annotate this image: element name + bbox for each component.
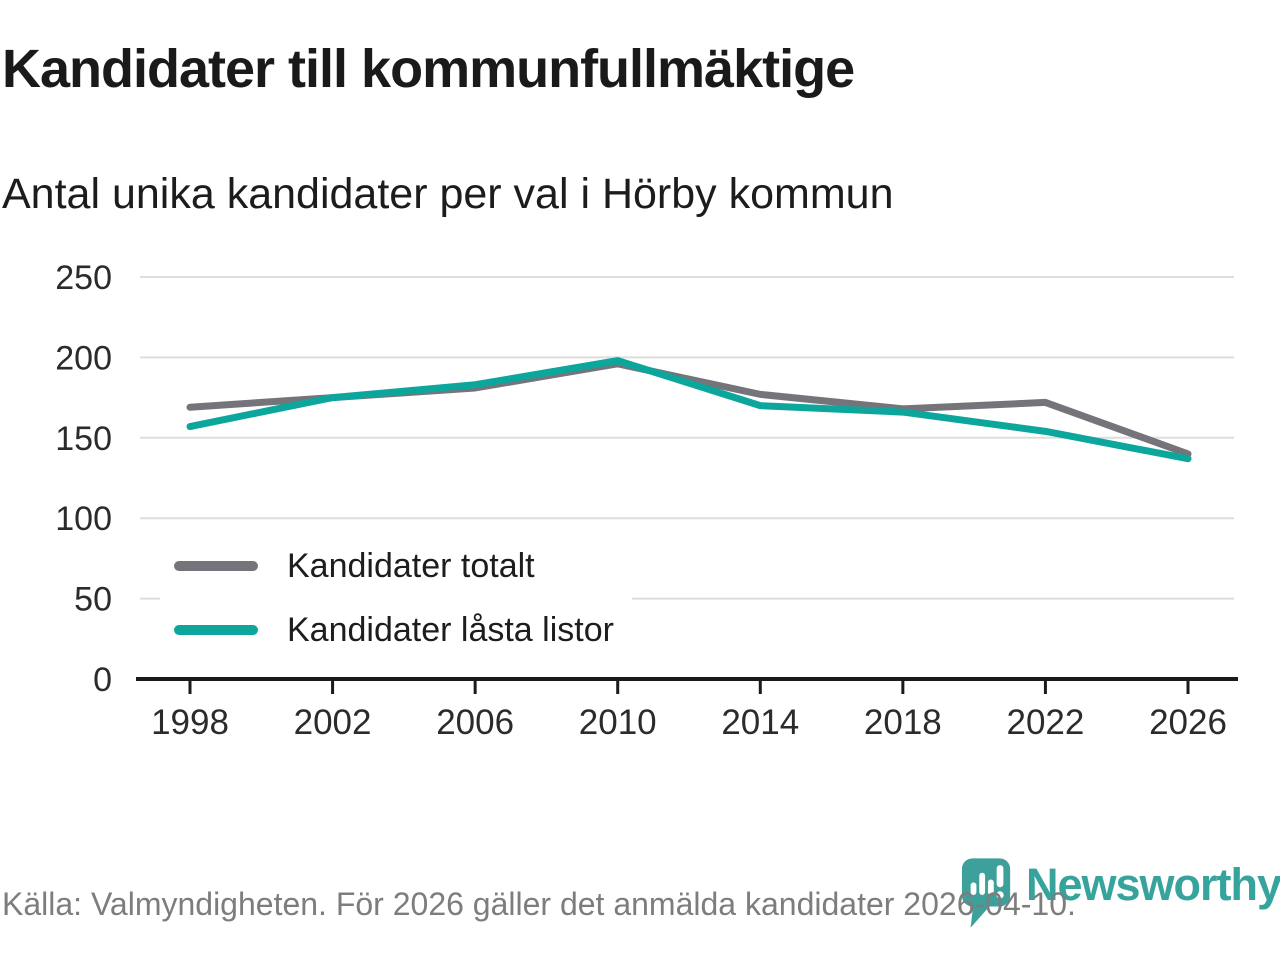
y-tick-label-200: 200 [55,339,112,377]
x-tick-label-2002: 2002 [294,703,372,742]
x-tick-label-2026: 2026 [1149,703,1227,742]
newsworthy-logo: Newsworthy [960,856,1280,932]
y-tick-label-150: 150 [55,420,112,458]
series-line-kandidater-totalt [186,360,1192,458]
source-note: Källa: Valmyndigheten. För 2026 gäller d… [2,886,1076,922]
legend-label-kandidater-lasta-listor: Kandidater låsta listor [287,610,614,649]
series-line-kandidater-lasta-listor [186,357,1192,463]
chart-legend: Kandidater totalt Kandidater låsta listo… [160,532,632,666]
legend-item-kandidater-totalt: Kandidater totalt [174,540,614,592]
newsworthy-pin-barchart-icon [961,858,1011,928]
y-tick-label-100: 100 [55,500,112,538]
newsworthy-wordmark: Newsworthy [1026,859,1280,910]
chart-title: Kandidater till kommunfullmäktige [2,39,855,99]
legend-label-kandidater-totalt: Kandidater totalt [287,546,535,585]
y-tick-label-50: 50 [74,581,112,619]
x-tick-label-2018: 2018 [864,703,942,742]
x-tick-label-1998: 1998 [151,703,229,742]
x-tick-label-2010: 2010 [579,703,657,742]
y-tick-label-0: 0 [93,661,112,699]
legend-line-swatch-teal [174,625,258,635]
x-tick-label-2014: 2014 [721,703,799,742]
chart-subtitle: Antal unika kandidater per val i Hörby k… [2,170,894,218]
legend-line-swatch-gray [174,561,258,571]
x-tick-label-2022: 2022 [1006,703,1084,742]
y-tick-label-250: 250 [55,259,112,297]
x-tick-label-2006: 2006 [436,703,514,742]
legend-item-kandidater-lasta-listor: Kandidater låsta listor [174,604,614,656]
